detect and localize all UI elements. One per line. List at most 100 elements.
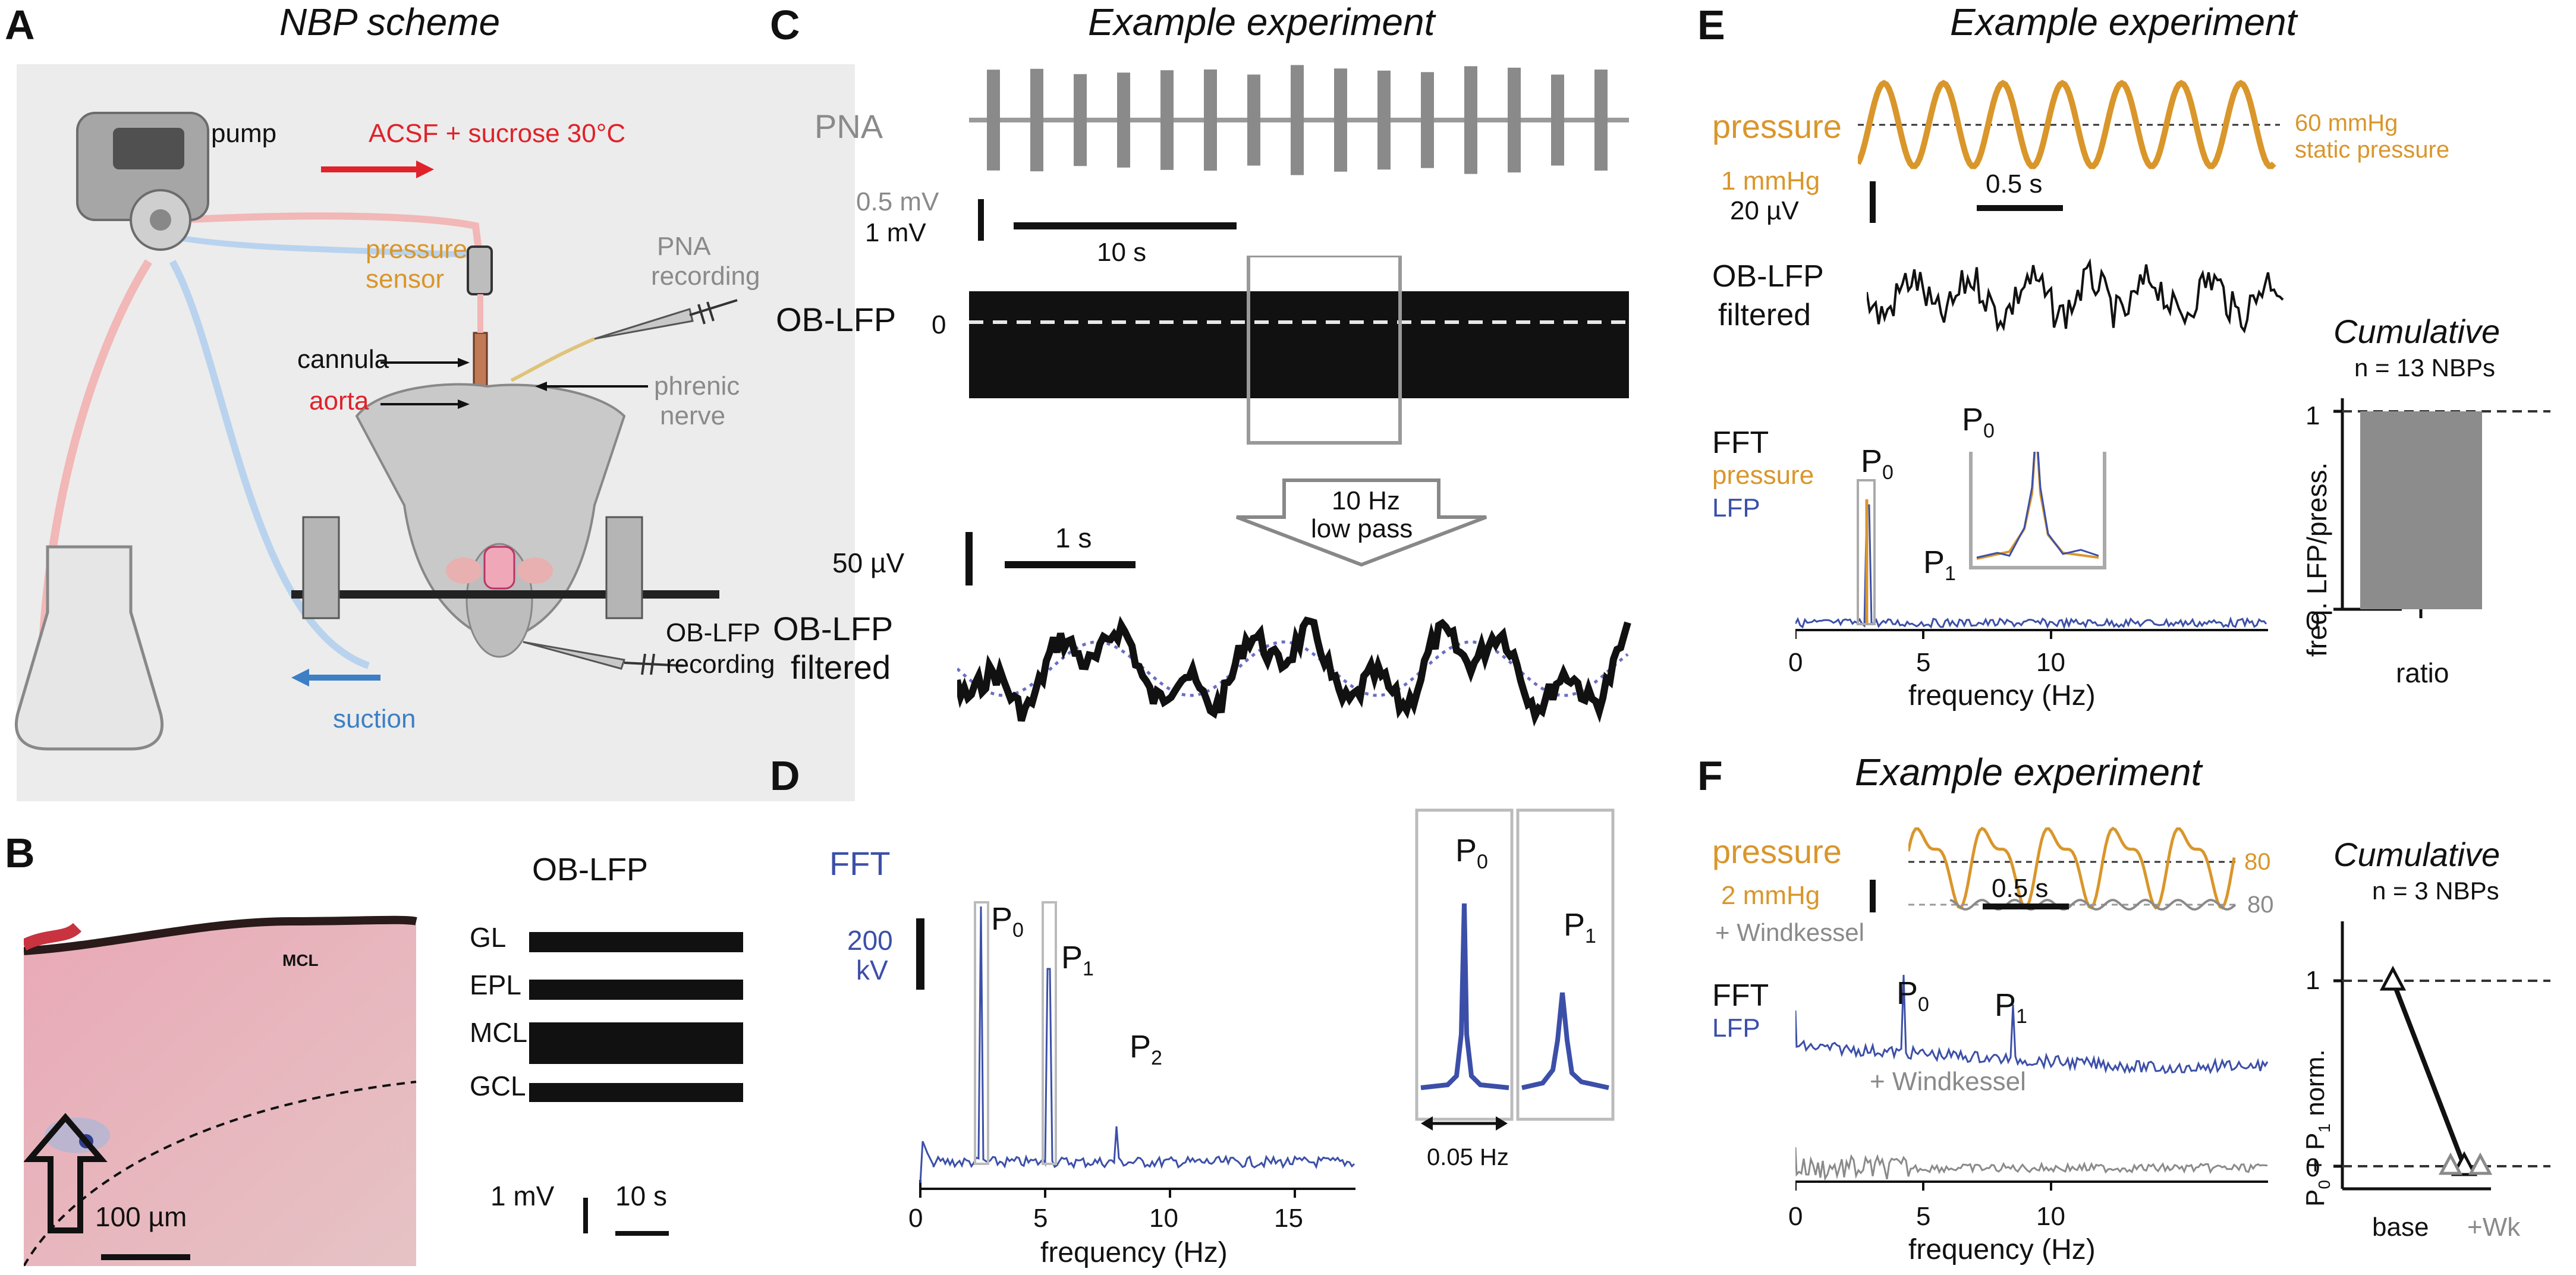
e-p1-sub: 1 — [1945, 562, 1956, 585]
pna-burst — [1551, 74, 1564, 166]
f-cum-xtick-base: base — [2372, 1213, 2429, 1242]
pna-burst — [1421, 72, 1434, 168]
scale-100um-label: 100 µm — [95, 1201, 187, 1232]
f-wk-spectrum — [1795, 1147, 2268, 1181]
panel-letter-d: D — [770, 753, 800, 799]
panel-f-title: Example experiment — [1855, 751, 2202, 794]
d-fft-spectrum — [919, 906, 1355, 1183]
e-p0-box — [1857, 479, 1876, 625]
e-pressure-label: pressure — [1712, 108, 1842, 145]
e-scale-uv: 20 µV — [1730, 196, 1799, 225]
e-inset-p0-label: P0 — [1962, 402, 1995, 442]
d-inset-p1-label: P1 — [1564, 906, 1596, 948]
suction-tube — [169, 260, 370, 669]
pna-burst — [1160, 70, 1174, 170]
e-fft-lfp: LFP — [1712, 493, 1760, 522]
pna-label: PNA — [814, 108, 883, 145]
d-xtick-15: 15 — [1274, 1204, 1303, 1233]
d-scale-kv: kV — [856, 955, 888, 986]
d-fft-label: FFT — [829, 845, 891, 882]
d-xlabel: frequency (Hz) — [1040, 1237, 1228, 1268]
d-inset-p1-text: P — [1564, 907, 1586, 943]
f-cum-chart — [2333, 921, 2550, 1191]
e-cum-n: n = 13 NBPs — [2354, 354, 2495, 382]
acsf-label: ACSF + sucrose 30°C — [369, 119, 626, 148]
panel-e-title: Example experiment — [1950, 1, 2297, 43]
pna-burst — [1117, 73, 1130, 168]
d-p1-sub: 1 — [1083, 957, 1094, 980]
f-fft-spectrum — [1795, 974, 2269, 1075]
e-scale-bars — [1870, 181, 2063, 223]
f-p0-label: P0 — [1896, 975, 1929, 1016]
f-pressure-label: pressure — [1712, 833, 1842, 870]
e-pressure-trace — [1858, 80, 2280, 169]
e-xlabel: frequency (Hz) — [1908, 680, 2096, 712]
e-p0-label: P0 — [1861, 443, 1894, 484]
outflow-tube — [178, 212, 482, 250]
f-cum-ytick-0: 0 — [2305, 1153, 2320, 1182]
e-oblfp-2: filtered — [1718, 298, 1811, 332]
cannula-label: cannula — [297, 345, 389, 374]
d-xtick-10: 10 — [1149, 1204, 1178, 1233]
layer-traces — [529, 932, 743, 1236]
f-scale-bars — [1870, 880, 2069, 912]
olfactory-bulb-icon — [483, 546, 515, 590]
panel-a-title: NBP scheme — [279, 1, 501, 43]
e-xtick-5: 5 — [1916, 648, 1931, 677]
e-cum-bar — [2360, 411, 2482, 609]
d-inset-p1-sub: 1 — [1585, 924, 1596, 947]
d-p1-label: P1 — [1061, 939, 1094, 981]
pna-trace — [969, 65, 1629, 175]
e-cum-chart — [2333, 398, 2550, 618]
e-cum-xlabel: ratio — [2396, 657, 2449, 688]
d-p1-text: P — [1061, 940, 1083, 975]
lowpass-label-1: 10 Hz — [1332, 486, 1400, 515]
panel-c-title: Example experiment — [1088, 1, 1435, 43]
f-cum-point — [2379, 965, 2407, 991]
e-xtick-0: 0 — [1788, 648, 1803, 677]
aorta-label: aorta — [309, 386, 369, 415]
scale-1mv-label: 1 mV — [490, 1180, 555, 1211]
oblfp-raw-trace — [969, 256, 1629, 445]
d-scale-200: 200 — [847, 925, 893, 956]
e-p1-label: P1 — [1923, 544, 1956, 585]
f-fft-chart — [1795, 974, 2269, 1191]
scale-50uv-label: 50 µV — [832, 547, 905, 578]
trace-gl — [529, 932, 743, 952]
d-inset — [1415, 808, 1615, 1131]
f-cum-point-extra — [2438, 1152, 2463, 1175]
panel-letter-c: C — [770, 2, 800, 48]
filtered-lfp-line — [957, 616, 1631, 727]
flask-icon — [14, 545, 164, 751]
e-static-1: 60 mmHg — [2295, 110, 2398, 136]
f-windkessel-label: + Windkessel — [1715, 918, 1864, 946]
rat-body — [355, 383, 626, 644]
d-inset-p0-label: P0 — [1455, 832, 1488, 874]
nbp-scheme-illustration — [14, 112, 738, 751]
f-val80a: 80 — [2244, 849, 2271, 875]
panel-b-title: OB-LFP — [532, 852, 649, 887]
zero-label: 0 — [932, 310, 946, 339]
scale-10s-label: 10 s — [615, 1180, 667, 1211]
phrenic-label-1: phrenic — [654, 372, 740, 401]
f-cum-title: Cumulative — [2333, 836, 2500, 873]
phrenic-label-2: nerve — [660, 401, 726, 430]
d-inset-p0-text: P — [1455, 833, 1477, 868]
pna-burst — [1204, 69, 1217, 171]
histology-image — [24, 915, 417, 1266]
pna-burst — [1030, 68, 1043, 172]
f-xtick-5: 5 — [1916, 1202, 1931, 1231]
c-filtered-scale — [965, 532, 1136, 585]
d-p0-label: P0 — [991, 901, 1024, 942]
d-inset-scale: 0.05 Hz — [1427, 1144, 1509, 1170]
d-p0-sub: 0 — [1012, 918, 1024, 942]
e-xtick-10: 10 — [2036, 648, 2065, 677]
mcl-inline-label: MCL — [282, 951, 319, 969]
f-cum-point-extra — [2468, 1152, 2493, 1175]
pna-burst — [1247, 74, 1260, 166]
pressure-sensor-label-1: pressure — [366, 235, 468, 264]
d-p1-box — [1042, 901, 1057, 1165]
c-scale-bars — [978, 199, 1237, 241]
trace-epl — [529, 980, 743, 1000]
pna-burst — [1464, 66, 1477, 174]
